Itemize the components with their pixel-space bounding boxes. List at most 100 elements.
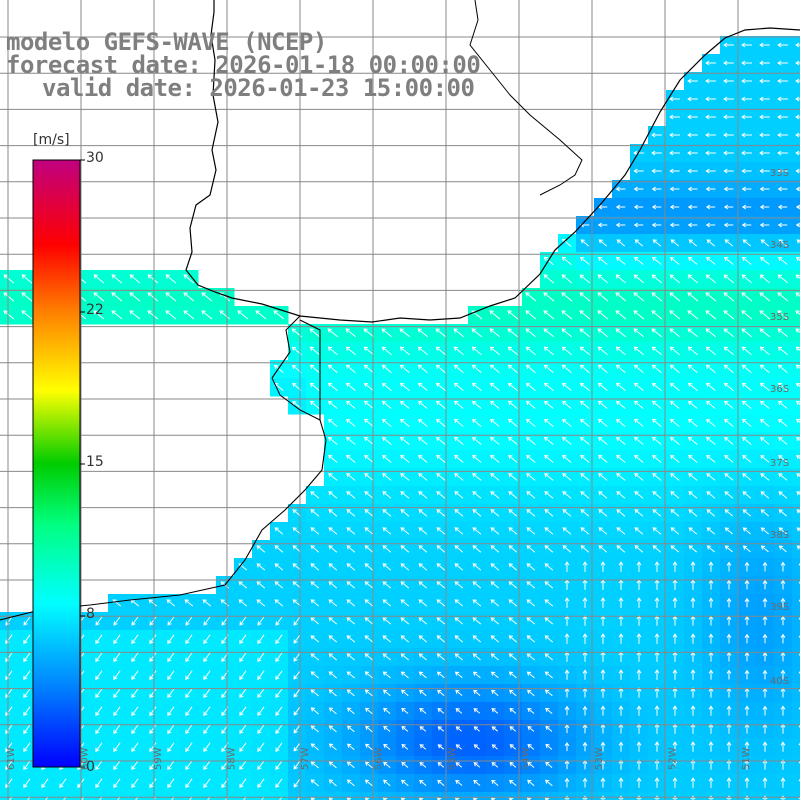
wind-arrow	[382, 473, 392, 481]
wind-arrow	[669, 292, 681, 302]
wind-arrow	[310, 581, 320, 589]
wind-arrow	[726, 633, 732, 644]
wind-arrow	[454, 599, 464, 607]
wind-arrow	[508, 527, 518, 535]
wind-arrow	[525, 328, 537, 338]
wind-arrow	[562, 418, 572, 427]
wind-arrow	[562, 545, 572, 553]
wind-cell	[792, 612, 800, 631]
wind-arrow	[239, 688, 247, 699]
wind-arrow	[275, 778, 283, 788]
wind-arrow	[131, 616, 139, 626]
wind-arrow	[526, 671, 535, 679]
wind-arrow	[688, 239, 698, 247]
wind-arrow	[777, 310, 789, 320]
wind-arrow	[364, 527, 374, 535]
wind-arrow	[615, 382, 626, 391]
wind-arrow	[436, 797, 442, 800]
wind-arrow	[669, 436, 680, 445]
wind-cell	[504, 792, 523, 800]
valid-date: valid date: 2026-01-23 15:00:00	[42, 74, 475, 102]
wind-arrow	[239, 778, 247, 789]
wind-arrow	[489, 436, 500, 445]
wind-arrow	[472, 617, 482, 625]
wind-arrow	[654, 741, 660, 752]
wind-arrow	[23, 616, 31, 626]
wind-arrow	[633, 364, 644, 374]
wind-arrow	[706, 239, 716, 247]
wind-arrow	[327, 346, 338, 356]
wind-cell	[792, 450, 800, 469]
wind-arrow	[778, 473, 788, 481]
wind-cell	[792, 630, 800, 649]
wind-arrow	[706, 509, 716, 517]
wind-arrow	[400, 509, 410, 517]
wind-arrow	[256, 545, 266, 553]
wind-arrow	[672, 723, 678, 734]
wind-arrow	[203, 742, 211, 753]
wind-arrow	[400, 400, 410, 409]
wind-arrow	[616, 418, 626, 427]
wind-arrow	[149, 724, 157, 735]
wind-arrow	[672, 669, 678, 680]
wind-arrow	[149, 652, 157, 663]
wind-arrow	[400, 671, 409, 679]
wind-arrow	[261, 796, 265, 800]
wind-arrow	[795, 204, 800, 210]
wind-arrow	[274, 545, 284, 553]
wind-arrow	[95, 634, 103, 645]
wind-arrow	[93, 310, 105, 320]
wind-arrow	[309, 382, 320, 391]
wind-arrow	[525, 436, 536, 445]
wind-arrow	[580, 509, 590, 517]
wind-arrow	[562, 473, 572, 481]
wind-arrow	[275, 760, 283, 770]
wind-arrow	[328, 707, 337, 715]
wind-arrow	[670, 473, 680, 481]
wind-arrow	[165, 310, 177, 320]
wind-arrow	[618, 759, 624, 770]
wind-arrow	[616, 473, 626, 481]
wind-cell	[486, 792, 505, 800]
wind-cell	[216, 792, 235, 800]
wind-arrow	[724, 509, 734, 517]
wind-arrow	[346, 599, 356, 607]
wind-arrow	[545, 725, 553, 732]
wind-arrow	[544, 653, 554, 661]
wind-arrow	[564, 633, 570, 644]
wind-arrow	[545, 707, 553, 714]
wind-arrow	[597, 328, 609, 338]
wind-arrow	[95, 706, 103, 717]
wind-arrow	[688, 509, 698, 517]
lon-label: 52W	[668, 747, 679, 770]
lon-label: 60W	[80, 747, 91, 770]
wind-arrow	[687, 150, 698, 156]
wind-arrow	[129, 274, 141, 284]
wind-arrow	[652, 239, 662, 247]
wind-arrow	[346, 454, 356, 463]
wind-arrow	[526, 563, 536, 571]
wind-arrow	[527, 761, 535, 768]
wind-arrow	[490, 635, 500, 643]
wind-arrow	[741, 186, 752, 192]
wind-arrow	[724, 455, 734, 463]
wind-arrow	[777, 96, 788, 102]
wind-arrow	[741, 364, 752, 374]
wind-arrow	[724, 239, 734, 247]
wind-arrow	[239, 652, 247, 663]
wind-arrow	[149, 760, 157, 771]
wind-arrow	[654, 669, 660, 680]
wind-arrow	[382, 563, 392, 571]
wind-arrow	[201, 292, 213, 302]
wind-arrow	[672, 759, 678, 770]
wind-arrow	[618, 633, 624, 644]
wind-arrow	[149, 742, 157, 753]
wind-arrow	[708, 759, 714, 770]
wind-arrow	[383, 743, 391, 750]
wind-arrow	[257, 688, 265, 698]
wind-arrow	[401, 744, 409, 750]
wind-arrow	[795, 78, 800, 84]
wind-arrow	[579, 328, 591, 338]
wind-arrow	[780, 705, 786, 716]
wind-arrow	[561, 310, 573, 320]
